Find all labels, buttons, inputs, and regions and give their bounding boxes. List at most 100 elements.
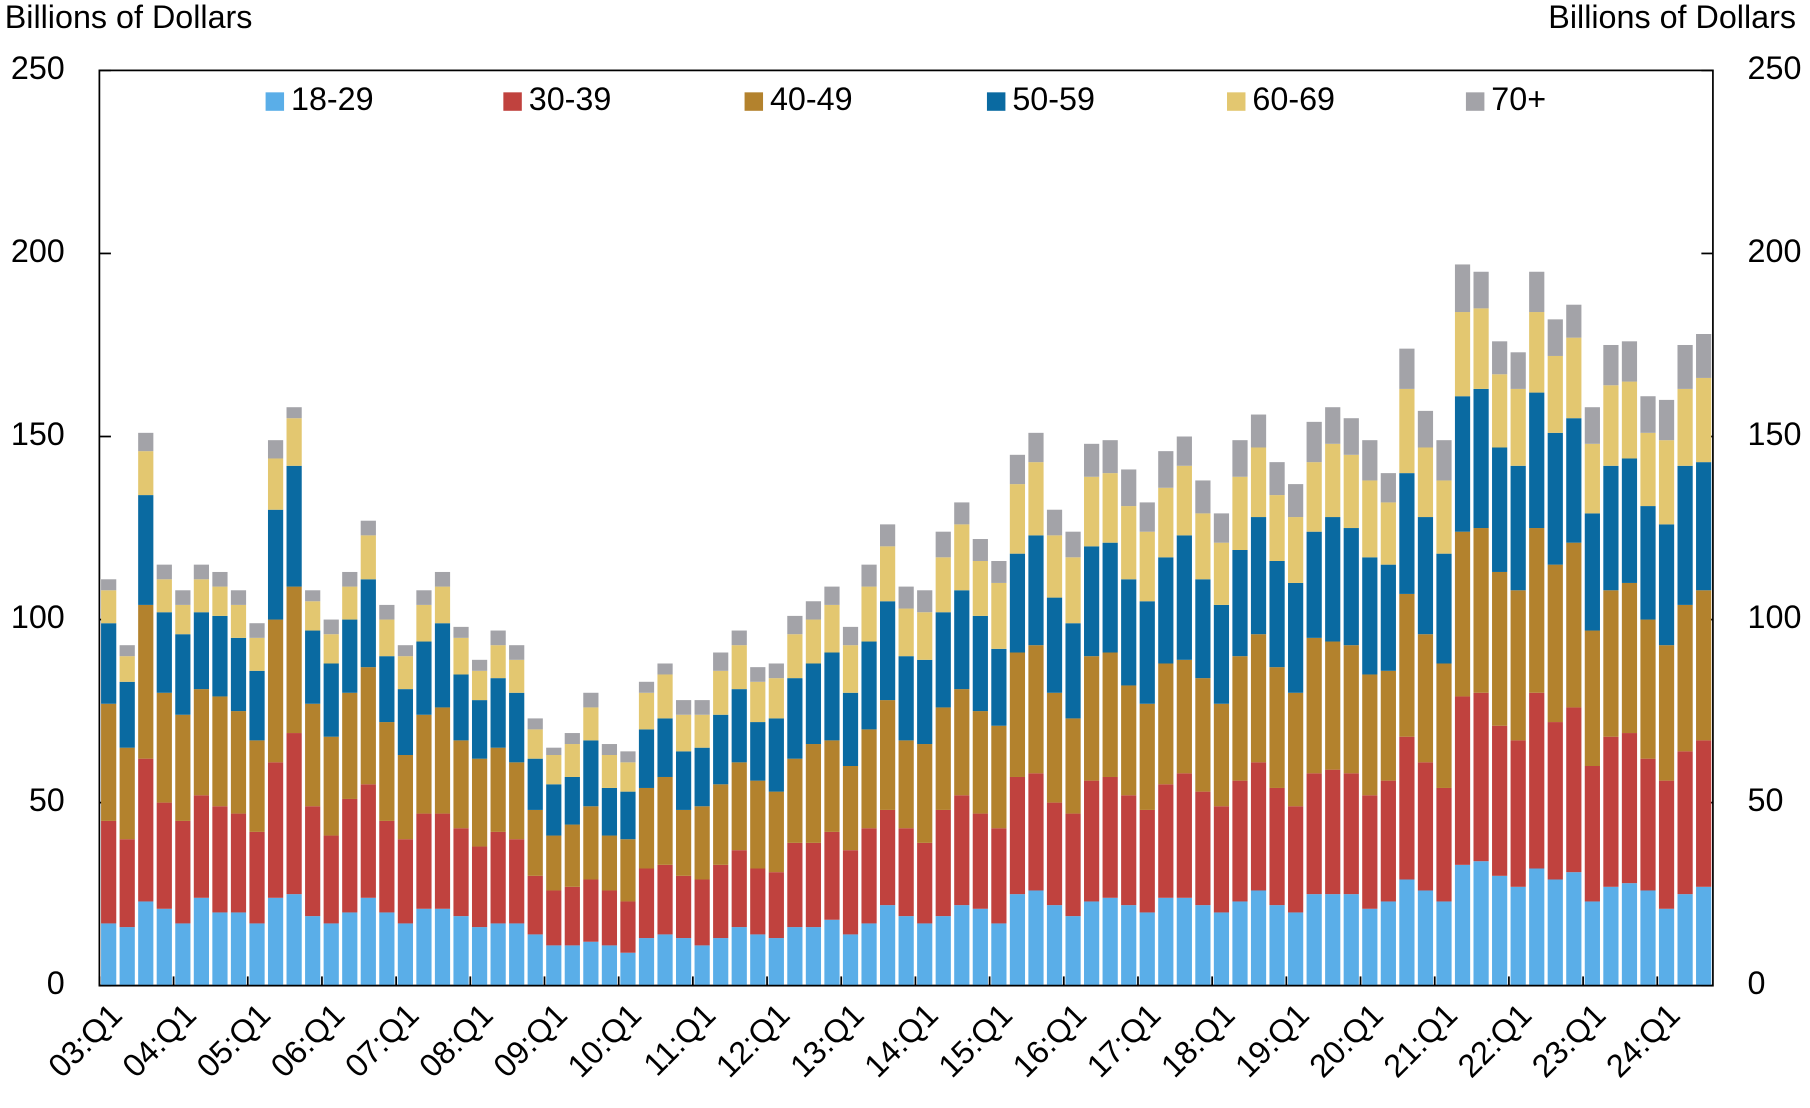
- bar-segment: [935, 809, 951, 917]
- bar-segment: [360, 667, 376, 785]
- bar-segment: [527, 718, 543, 730]
- bar-segment: [880, 546, 896, 602]
- bar-segment: [490, 630, 506, 646]
- bar-segment: [1547, 879, 1563, 986]
- bar-segment: [323, 663, 339, 737]
- bar-segment: [972, 560, 988, 616]
- bar-segment: [1084, 443, 1100, 477]
- bar-segment: [694, 700, 710, 715]
- bar-segment: [546, 835, 562, 891]
- y-tick-label: 100: [11, 599, 65, 635]
- bar-segment: [156, 612, 172, 693]
- bar-segment: [824, 919, 840, 986]
- bar-segment: [1158, 663, 1174, 785]
- bar-segment: [193, 612, 210, 690]
- bar-segment: [1009, 484, 1026, 554]
- bar-segment: [305, 806, 321, 917]
- bar-segment: [1566, 418, 1582, 543]
- legend-swatch: [1465, 92, 1485, 111]
- bar-segment: [638, 681, 655, 693]
- bar-segment: [1658, 440, 1675, 525]
- bar-segment: [1009, 894, 1026, 986]
- bar-segment: [193, 897, 210, 986]
- bar-segment: [1306, 531, 1322, 638]
- bar-segment: [397, 839, 414, 924]
- bar-segment: [342, 619, 358, 693]
- bar-segment: [249, 623, 265, 638]
- bar-segment: [1696, 740, 1712, 887]
- bar-segment: [1102, 542, 1118, 653]
- bar-segment: [546, 945, 562, 986]
- bar-segment: [1621, 341, 1638, 382]
- bar-segment: [861, 586, 877, 642]
- bar-segment: [1510, 465, 1526, 591]
- bar-segment: [1195, 480, 1211, 514]
- bar-segment: [713, 864, 729, 939]
- bar-segment: [212, 696, 228, 807]
- bar-segment: [824, 586, 840, 605]
- bar-segment: [1250, 762, 1267, 891]
- bar-segment: [509, 692, 525, 763]
- bar-segment: [249, 923, 265, 986]
- bar-segment: [1195, 513, 1211, 580]
- bar-segment: [546, 755, 562, 785]
- bar-segment: [620, 791, 636, 840]
- bar-segment: [305, 630, 321, 704]
- bar-segment: [1640, 890, 1656, 986]
- bar-segment: [620, 952, 636, 986]
- bar-segment: [1158, 784, 1174, 898]
- bar-segment: [1696, 590, 1712, 741]
- bar-segment: [1621, 458, 1638, 583]
- bar-segment: [1213, 542, 1230, 605]
- bar-segment: [286, 733, 302, 895]
- bar-segment: [1436, 553, 1452, 664]
- bar-segment: [212, 912, 228, 986]
- legend-swatch: [503, 92, 522, 111]
- bar-segment: [1492, 374, 1508, 448]
- bar-segment: [546, 890, 562, 946]
- bar-segment: [787, 634, 803, 679]
- bar-segment: [342, 912, 358, 986]
- bar-segment: [917, 842, 933, 924]
- bar-segment: [935, 916, 951, 986]
- bar-segment: [546, 784, 562, 836]
- bar-segment: [1028, 535, 1044, 646]
- bar-segment: [453, 637, 469, 675]
- bar-segment: [193, 795, 210, 898]
- x-tick-label: 20:Q1: [1302, 997, 1390, 1085]
- bar-segment: [1566, 304, 1582, 338]
- bar-segment: [1658, 645, 1675, 781]
- bar-segment: [1566, 337, 1582, 419]
- x-tick-label: 23:Q1: [1525, 997, 1613, 1085]
- bar-segment: [1696, 462, 1712, 591]
- bar-segment: [1510, 590, 1526, 741]
- bar-segment: [675, 700, 692, 715]
- bar-segment: [249, 740, 265, 832]
- bar-segment: [805, 601, 822, 620]
- bar-segment: [490, 747, 506, 832]
- bar-segment: [842, 645, 859, 693]
- bar-segment: [379, 722, 395, 821]
- bar-segment: [750, 780, 766, 869]
- bar-segment: [1417, 447, 1434, 518]
- bar-segment: [824, 652, 840, 741]
- bar-segment: [694, 879, 710, 946]
- bar-segment: [935, 707, 951, 810]
- bar-segment: [1454, 264, 1471, 313]
- bar-segment: [1677, 388, 1693, 466]
- bar-segment: [1306, 637, 1322, 774]
- bar-segment: [379, 912, 395, 986]
- bar-segment: [824, 604, 840, 653]
- legend-swatch: [265, 92, 285, 111]
- x-tick-label: 09:Q1: [486, 997, 574, 1085]
- bar-segment: [768, 663, 784, 679]
- bar-segment: [805, 744, 822, 843]
- bar-segment: [1232, 780, 1248, 902]
- bar-segment: [360, 579, 376, 668]
- bar-segment: [1696, 886, 1712, 986]
- bar-segment: [230, 637, 247, 712]
- legend-swatch: [744, 92, 764, 111]
- bar-segment: [991, 828, 1007, 924]
- x-tick-label: 13:Q1: [783, 997, 871, 1085]
- bar-segment: [861, 729, 877, 829]
